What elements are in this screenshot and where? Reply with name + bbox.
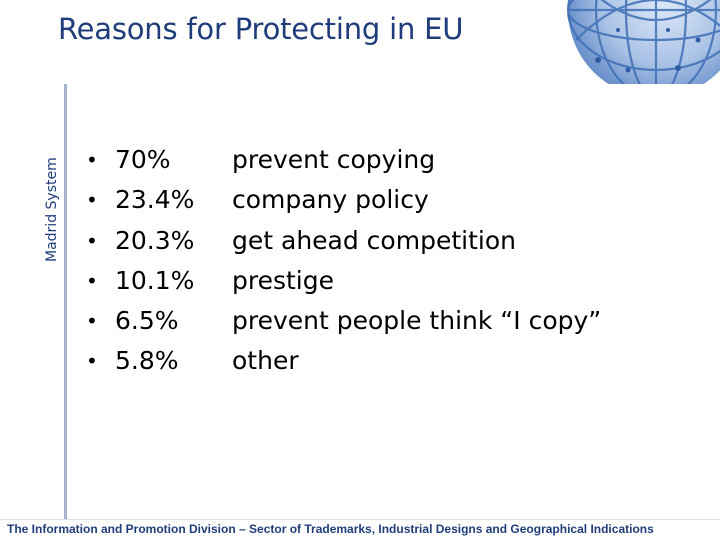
footer-text: The Information and Promotion Division –… xyxy=(7,522,654,536)
reason: prevent copying xyxy=(232,145,436,174)
percent: 10.1% xyxy=(115,265,195,295)
reason: prevent people think “I copy” xyxy=(232,306,602,336)
reason: prestige xyxy=(232,265,335,295)
percent: 5.8% xyxy=(115,346,179,376)
list-item: • 6.5% prevent people think “I copy” xyxy=(86,301,686,341)
globe-graphic xyxy=(528,0,720,84)
slide-title: Reasons for Protecting in EU xyxy=(58,12,464,46)
bullet-icon: • xyxy=(86,309,98,334)
footer-band xyxy=(0,519,720,541)
reason: other xyxy=(232,346,299,376)
percent: 70% xyxy=(115,145,171,174)
bullet-icon: • xyxy=(86,349,98,374)
list-item: • 70% prevent copying xyxy=(86,140,686,180)
reason: get ahead competition xyxy=(232,225,516,255)
bullet-icon: • xyxy=(86,188,98,213)
list-item: • 20.3% get ahead competition xyxy=(86,221,686,261)
reason: company policy xyxy=(232,185,429,215)
percent: 6.5% xyxy=(115,306,179,336)
list-item: • 10.1% prestige xyxy=(86,261,686,301)
bullet-icon: • xyxy=(86,268,98,293)
list-item: • 5.8% other xyxy=(86,341,686,381)
percent: 20.3% xyxy=(115,225,195,255)
list-item: • 23.4% company policy xyxy=(86,180,686,220)
percent: 23.4% xyxy=(115,185,195,215)
side-label: Madrid System xyxy=(44,157,60,262)
bullet-icon: • xyxy=(86,148,98,172)
left-rule xyxy=(64,84,67,519)
bullet-icon: • xyxy=(86,228,98,253)
reasons-list: • 70% prevent copying • 23.4% company po… xyxy=(86,140,686,382)
